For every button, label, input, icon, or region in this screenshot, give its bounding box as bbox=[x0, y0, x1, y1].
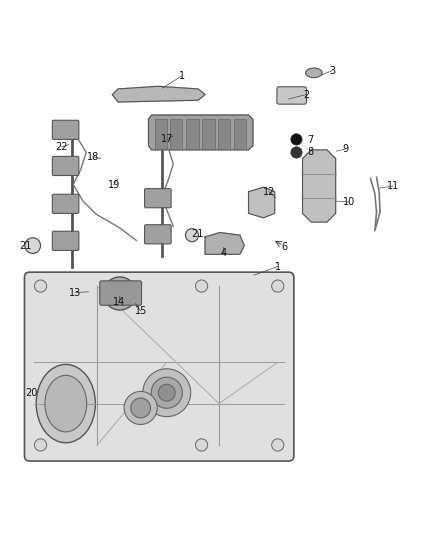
Text: 10: 10 bbox=[343, 197, 356, 207]
Circle shape bbox=[159, 384, 175, 401]
Text: 22: 22 bbox=[55, 142, 68, 152]
Circle shape bbox=[117, 280, 129, 292]
Polygon shape bbox=[113, 86, 205, 102]
Circle shape bbox=[25, 238, 41, 254]
FancyBboxPatch shape bbox=[100, 281, 141, 305]
FancyBboxPatch shape bbox=[145, 225, 171, 244]
Text: 2: 2 bbox=[303, 90, 309, 100]
Text: 4: 4 bbox=[220, 248, 226, 259]
FancyBboxPatch shape bbox=[52, 194, 79, 213]
Text: 8: 8 bbox=[307, 148, 314, 157]
Text: 7: 7 bbox=[307, 135, 314, 146]
Bar bbox=[234, 119, 247, 149]
Circle shape bbox=[124, 391, 157, 424]
Text: 18: 18 bbox=[87, 152, 99, 162]
FancyBboxPatch shape bbox=[277, 87, 307, 104]
Bar bbox=[218, 119, 230, 149]
Circle shape bbox=[291, 134, 302, 145]
Text: 17: 17 bbox=[161, 134, 173, 144]
FancyBboxPatch shape bbox=[25, 272, 294, 461]
FancyBboxPatch shape bbox=[52, 231, 79, 251]
Polygon shape bbox=[303, 150, 336, 222]
Text: 1: 1 bbox=[179, 71, 185, 81]
Text: 19: 19 bbox=[108, 180, 120, 190]
Text: 21: 21 bbox=[19, 240, 32, 251]
Polygon shape bbox=[249, 187, 275, 218]
Text: 11: 11 bbox=[387, 181, 399, 191]
Text: 15: 15 bbox=[134, 306, 147, 316]
Bar bbox=[170, 119, 183, 149]
Text: 12: 12 bbox=[263, 187, 275, 197]
Circle shape bbox=[143, 369, 191, 417]
Circle shape bbox=[131, 398, 151, 418]
Ellipse shape bbox=[45, 375, 87, 432]
Circle shape bbox=[151, 377, 182, 408]
Circle shape bbox=[195, 439, 208, 451]
Ellipse shape bbox=[306, 68, 322, 78]
Circle shape bbox=[272, 439, 284, 451]
FancyBboxPatch shape bbox=[52, 120, 79, 140]
Circle shape bbox=[185, 229, 198, 241]
Circle shape bbox=[195, 280, 208, 292]
FancyBboxPatch shape bbox=[52, 156, 79, 175]
Text: 1: 1 bbox=[275, 262, 281, 271]
Polygon shape bbox=[148, 115, 253, 150]
Polygon shape bbox=[205, 232, 244, 254]
Circle shape bbox=[272, 280, 284, 292]
Text: 14: 14 bbox=[113, 297, 125, 307]
Ellipse shape bbox=[36, 365, 95, 443]
Text: 9: 9 bbox=[342, 144, 348, 154]
FancyBboxPatch shape bbox=[145, 189, 171, 208]
Text: 3: 3 bbox=[329, 66, 335, 76]
Text: 6: 6 bbox=[281, 242, 287, 252]
Bar bbox=[202, 119, 215, 149]
Circle shape bbox=[103, 277, 136, 310]
Circle shape bbox=[35, 280, 47, 292]
Bar bbox=[186, 119, 198, 149]
Circle shape bbox=[35, 439, 47, 451]
Circle shape bbox=[291, 147, 302, 158]
Text: 13: 13 bbox=[69, 288, 81, 297]
Bar bbox=[155, 119, 167, 149]
Text: 21: 21 bbox=[191, 229, 203, 239]
Text: 20: 20 bbox=[25, 387, 37, 398]
